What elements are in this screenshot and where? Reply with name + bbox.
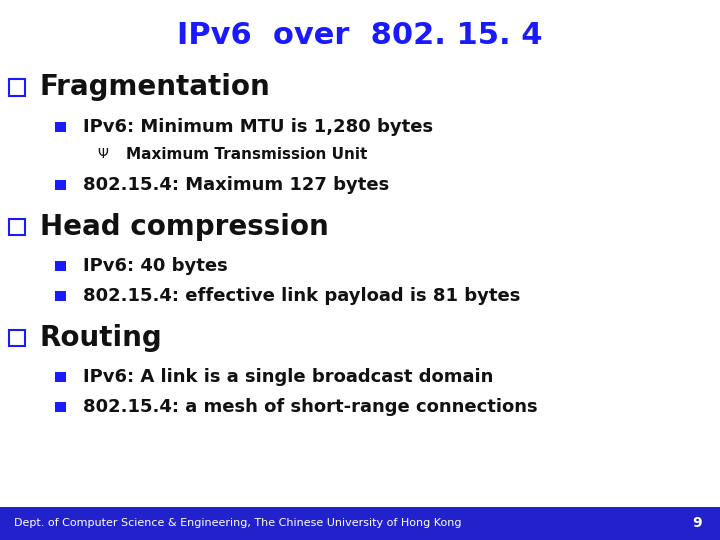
Text: 802.15.4: Maximum 127 bytes: 802.15.4: Maximum 127 bytes xyxy=(83,176,389,194)
Text: Dept. of Computer Science & Engineering, The Chinese University of Hong Kong: Dept. of Computer Science & Engineering,… xyxy=(14,518,462,528)
FancyBboxPatch shape xyxy=(9,79,25,96)
Text: IPv6  over  802. 15. 4: IPv6 over 802. 15. 4 xyxy=(177,21,543,50)
FancyBboxPatch shape xyxy=(55,402,66,412)
Text: Head compression: Head compression xyxy=(40,213,328,241)
Text: 9: 9 xyxy=(693,516,702,530)
Text: IPv6: 40 bytes: IPv6: 40 bytes xyxy=(83,256,228,275)
Text: Maximum Transmission Unit: Maximum Transmission Unit xyxy=(126,147,367,162)
FancyBboxPatch shape xyxy=(55,122,66,132)
FancyBboxPatch shape xyxy=(9,330,25,346)
FancyBboxPatch shape xyxy=(55,261,66,271)
FancyBboxPatch shape xyxy=(0,507,720,540)
Text: IPv6: A link is a single broadcast domain: IPv6: A link is a single broadcast domai… xyxy=(83,368,493,386)
FancyBboxPatch shape xyxy=(55,180,66,190)
Text: 802.15.4: a mesh of short-range connections: 802.15.4: a mesh of short-range connecti… xyxy=(83,398,537,416)
FancyBboxPatch shape xyxy=(9,219,25,235)
Text: Ψ: Ψ xyxy=(97,147,108,161)
Text: Fragmentation: Fragmentation xyxy=(40,73,270,102)
Text: IPv6: Minimum MTU is 1,280 bytes: IPv6: Minimum MTU is 1,280 bytes xyxy=(83,118,433,136)
FancyBboxPatch shape xyxy=(55,291,66,301)
Text: 802.15.4: effective link payload is 81 bytes: 802.15.4: effective link payload is 81 b… xyxy=(83,287,520,305)
FancyBboxPatch shape xyxy=(55,372,66,382)
Text: Routing: Routing xyxy=(40,324,162,352)
